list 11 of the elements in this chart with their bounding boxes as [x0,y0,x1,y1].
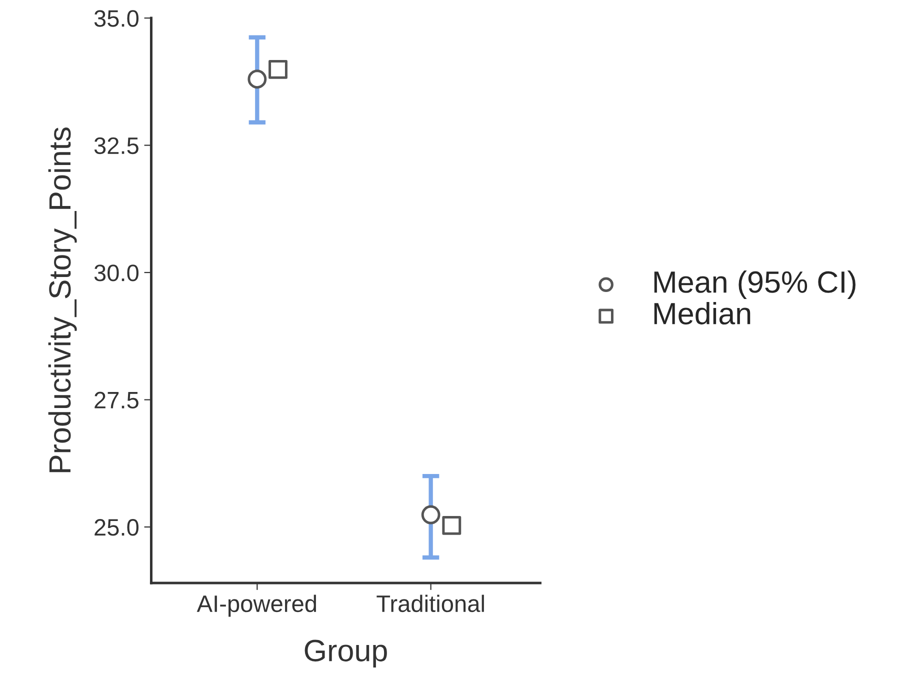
x-tick-label: AI-powered [196,594,316,617]
y-axis-title: Productivity_Story_Points [48,128,77,472]
y-tick-label: 32.5 [94,137,138,154]
y-tick-label: 27.5 [94,392,138,409]
x-axis-title: Group [304,640,387,668]
legend-label: Mean (95% CI) [654,270,856,299]
y-tick-label: 25.0 [94,519,138,536]
x-tick-label: Traditional [376,594,484,612]
y-tick-label: 35.0 [94,10,138,27]
legend-label: Median [654,302,750,324]
y-tick-label: 30.0 [94,264,138,282]
